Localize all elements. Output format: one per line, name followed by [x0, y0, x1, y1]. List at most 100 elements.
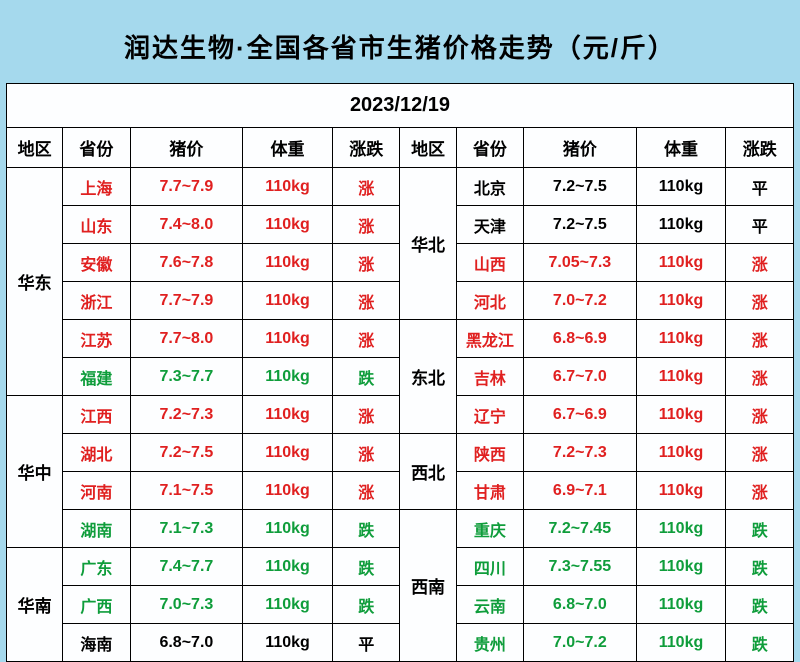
province-cell: 贵州	[456, 624, 523, 662]
weight-cell: 110kg	[636, 586, 726, 624]
header-row: 地区 省份 猪价 体重 涨跌 地区 省份 猪价 体重 涨跌	[7, 128, 794, 168]
hdr-weight-r: 体重	[636, 128, 726, 168]
price-cell: 7.4~7.7	[130, 548, 242, 586]
province-cell: 湖南	[63, 510, 130, 548]
weight-cell: 110kg	[636, 358, 726, 396]
trend-cell: 平	[333, 624, 400, 662]
page-title: 润达生物·全国各省市生猪价格走势（元/斤）	[6, 6, 794, 83]
province-cell: 广东	[63, 548, 130, 586]
province-cell: 云南	[456, 586, 523, 624]
price-table: 2023/12/19 地区 省份 猪价 体重 涨跌 地区 省份 猪价 体重 涨跌…	[6, 83, 794, 662]
trend-cell: 平	[726, 206, 794, 244]
price-cell: 6.8~6.9	[524, 320, 636, 358]
price-cell: 7.0~7.2	[524, 282, 636, 320]
trend-cell: 涨	[333, 206, 400, 244]
trend-cell: 跌	[726, 624, 794, 662]
weight-cell: 110kg	[243, 434, 333, 472]
weight-cell: 110kg	[243, 244, 333, 282]
price-cell: 6.9~7.1	[524, 472, 636, 510]
trend-cell: 涨	[726, 396, 794, 434]
province-cell: 北京	[456, 168, 523, 206]
weight-cell: 110kg	[243, 358, 333, 396]
province-cell: 安徽	[63, 244, 130, 282]
price-cell: 7.6~7.8	[130, 244, 242, 282]
weight-cell: 110kg	[636, 320, 726, 358]
trend-cell: 跌	[726, 510, 794, 548]
region-cell: 东北	[400, 320, 456, 434]
province-cell: 海南	[63, 624, 130, 662]
price-cell: 7.05~7.3	[524, 244, 636, 282]
trend-cell: 涨	[333, 396, 400, 434]
trend-cell: 涨	[333, 472, 400, 510]
trend-cell: 跌	[726, 548, 794, 586]
weight-cell: 110kg	[243, 206, 333, 244]
province-cell: 陕西	[456, 434, 523, 472]
trend-cell: 涨	[726, 434, 794, 472]
region-cell: 华南	[7, 548, 63, 662]
weight-cell: 110kg	[243, 472, 333, 510]
trend-cell: 跌	[333, 548, 400, 586]
region-cell: 西北	[400, 434, 456, 510]
region-cell: 西南	[400, 510, 456, 662]
region-cell: 华东	[7, 168, 63, 396]
weight-cell: 110kg	[243, 586, 333, 624]
trend-cell: 涨	[333, 168, 400, 206]
weight-cell: 110kg	[636, 244, 726, 282]
province-cell: 河北	[456, 282, 523, 320]
weight-cell: 110kg	[243, 282, 333, 320]
hdr-region-l: 地区	[7, 128, 63, 168]
table-row: 湖北7.2~7.5110kg涨西北陕西7.2~7.3110kg涨	[7, 434, 794, 472]
hdr-price-l: 猪价	[130, 128, 242, 168]
trend-cell: 涨	[726, 358, 794, 396]
table-body: 华东上海7.7~7.9110kg涨华北北京7.2~7.5110kg平山东7.4~…	[7, 168, 794, 662]
trend-cell: 涨	[726, 320, 794, 358]
province-cell: 辽宁	[456, 396, 523, 434]
price-cell: 7.2~7.5	[524, 206, 636, 244]
hdr-weight-l: 体重	[243, 128, 333, 168]
province-cell: 上海	[63, 168, 130, 206]
trend-cell: 平	[726, 168, 794, 206]
table-row: 华东上海7.7~7.9110kg涨华北北京7.2~7.5110kg平	[7, 168, 794, 206]
province-cell: 浙江	[63, 282, 130, 320]
trend-cell: 涨	[333, 320, 400, 358]
price-cell: 7.1~7.5	[130, 472, 242, 510]
price-cell: 7.7~8.0	[130, 320, 242, 358]
weight-cell: 110kg	[636, 282, 726, 320]
page-container: 润达生物·全国各省市生猪价格走势（元/斤） 2023/12/19 地区 省份 猪…	[6, 6, 794, 639]
price-cell: 7.1~7.3	[130, 510, 242, 548]
province-cell: 重庆	[456, 510, 523, 548]
table-row: 江苏7.7~8.0110kg涨东北黑龙江6.8~6.9110kg涨	[7, 320, 794, 358]
price-cell: 7.4~8.0	[130, 206, 242, 244]
weight-cell: 110kg	[636, 548, 726, 586]
date-cell: 2023/12/19	[7, 84, 794, 128]
region-cell: 华北	[400, 168, 456, 320]
price-cell: 6.8~7.0	[130, 624, 242, 662]
province-cell: 湖北	[63, 434, 130, 472]
province-cell: 广西	[63, 586, 130, 624]
hdr-province-l: 省份	[63, 128, 130, 168]
price-cell: 7.2~7.3	[130, 396, 242, 434]
date-row: 2023/12/19	[7, 84, 794, 128]
hdr-trend-r: 涨跌	[726, 128, 794, 168]
price-cell: 7.3~7.55	[524, 548, 636, 586]
trend-cell: 涨	[726, 244, 794, 282]
price-cell: 7.3~7.7	[130, 358, 242, 396]
trend-cell: 涨	[333, 434, 400, 472]
province-cell: 江西	[63, 396, 130, 434]
province-cell: 黑龙江	[456, 320, 523, 358]
weight-cell: 110kg	[243, 624, 333, 662]
province-cell: 四川	[456, 548, 523, 586]
price-cell: 7.2~7.45	[524, 510, 636, 548]
province-cell: 山西	[456, 244, 523, 282]
price-cell: 6.7~7.0	[524, 358, 636, 396]
weight-cell: 110kg	[243, 548, 333, 586]
price-cell: 7.7~7.9	[130, 168, 242, 206]
table-row: 湖南7.1~7.3110kg跌西南重庆7.2~7.45110kg跌	[7, 510, 794, 548]
weight-cell: 110kg	[243, 510, 333, 548]
hdr-region-r: 地区	[400, 128, 456, 168]
price-cell: 7.7~7.9	[130, 282, 242, 320]
trend-cell: 跌	[333, 586, 400, 624]
hdr-province-r: 省份	[456, 128, 523, 168]
weight-cell: 110kg	[636, 624, 726, 662]
price-cell: 6.8~7.0	[524, 586, 636, 624]
